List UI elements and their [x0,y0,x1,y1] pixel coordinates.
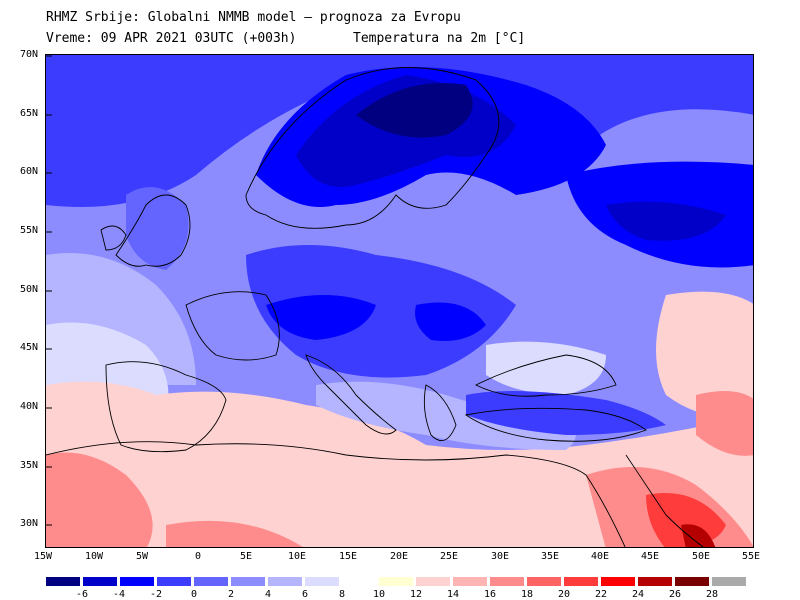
field-scandinavia-deep [356,83,473,138]
lon-label-10w: 10W [85,551,104,562]
lat-label-65n: 65N [19,108,38,119]
legend-swatch [564,577,598,586]
lon-label-45e: 45E [641,551,660,562]
lon-label-55e: 55E [742,551,761,562]
legend-label: 16 [484,589,497,600]
legend-swatch [712,577,746,586]
iberia-coast [105,361,227,453]
legend-label: 12 [410,589,423,600]
scandinavia-coast [245,67,500,229]
lon-label-5e: 5E [240,551,253,562]
lon-label-30e: 30E [491,551,510,562]
legend-label: 4 [265,589,272,600]
lon-label-15e: 15E [339,551,358,562]
legend-swatch [83,577,117,586]
lat-label-35n: 35N [19,460,38,471]
field-south-warm [46,381,753,547]
legend-label: 24 [632,589,645,600]
legend-label: -2 [150,589,163,600]
field-caspian-warm [656,291,753,418]
lon-label-50e: 50E [692,551,711,562]
legend-swatch [675,577,709,586]
turkey-coast [464,407,647,442]
france-coast [185,291,280,361]
legend-swatch [120,577,154,586]
field-north-cold [46,55,753,207]
legend-swatch [601,577,635,586]
map-canvas [46,55,753,547]
legend-label: 8 [339,589,346,600]
lon-label-0: 0 [195,551,202,562]
field-black-sea [486,341,606,395]
italy-coast [305,354,397,435]
legend-swatch [490,577,524,586]
map-title: RHMZ Srbije: Globalni NMMB model — progn… [46,10,461,25]
legend-swatch [231,577,265,586]
field-central-europe [246,245,516,378]
legend-label: 6 [302,589,309,600]
field-carpathians [415,302,486,341]
coastlines [46,67,704,547]
legend-swatch [157,577,191,586]
north-africa-coast [46,441,626,547]
legend-label: -6 [76,589,89,600]
legend-label: 20 [558,589,571,600]
legend-label: -4 [113,589,126,600]
lon-label-40e: 40E [591,551,610,562]
legend-label: 2 [228,589,235,600]
lat-label-30n: 30N [19,518,38,529]
lat-label-55n: 55N [19,225,38,236]
temperature-map [45,54,754,548]
red-sea-coast [625,454,704,547]
lat-label-45n: 45N [19,342,38,353]
field-turkey-cold [466,391,666,435]
forecast-time: Vreme: 09 APR 2021 03UTC (+003h) [46,31,297,46]
legend-swatch [46,577,80,586]
lon-label-5w: 5W [136,551,149,562]
greece-coast [423,384,457,442]
lat-label-40n: 40N [19,401,38,412]
graticule-ticks [46,55,52,526]
legend-label: 10 [373,589,386,600]
lon-label-25e: 25E [440,551,459,562]
field-russia-core [606,201,726,241]
field-iran-warm [696,391,753,456]
lon-label-10e: 10E [288,551,307,562]
lon-label-35e: 35E [541,551,560,562]
legend-swatch [194,577,228,586]
black-sea-coast [474,354,617,397]
legend-label: 18 [521,589,534,600]
legend-label: 28 [706,589,719,600]
field-alps [266,295,376,340]
field-west-africa [46,452,153,547]
ireland-coast [100,225,127,251]
lon-label-20e: 20E [390,551,409,562]
legend-swatch [416,577,450,586]
legend-swatch [342,577,376,586]
legend-label: 14 [447,589,460,600]
lat-label-60n: 60N [19,166,38,177]
legend-swatch [638,577,672,586]
great-britain-coast [115,194,191,267]
legend-label: 26 [669,589,682,600]
lon-label-15w: 15W [34,551,53,562]
field-mediterranean [316,381,576,450]
legend-swatch [379,577,413,586]
legend-swatch [527,577,561,586]
legend-swatch [453,577,487,586]
lat-label-50n: 50N [19,284,38,295]
lat-label-70n: 70N [19,49,38,60]
variable-name: Temperatura na 2m [°C] [353,31,526,46]
field-gulf-hot [681,524,716,547]
legend-swatch [305,577,339,586]
legend-label: 0 [191,589,198,600]
legend-swatch [268,577,302,586]
legend-label: 22 [595,589,608,600]
field-british-isles [126,187,189,270]
field-sahara [166,520,303,547]
